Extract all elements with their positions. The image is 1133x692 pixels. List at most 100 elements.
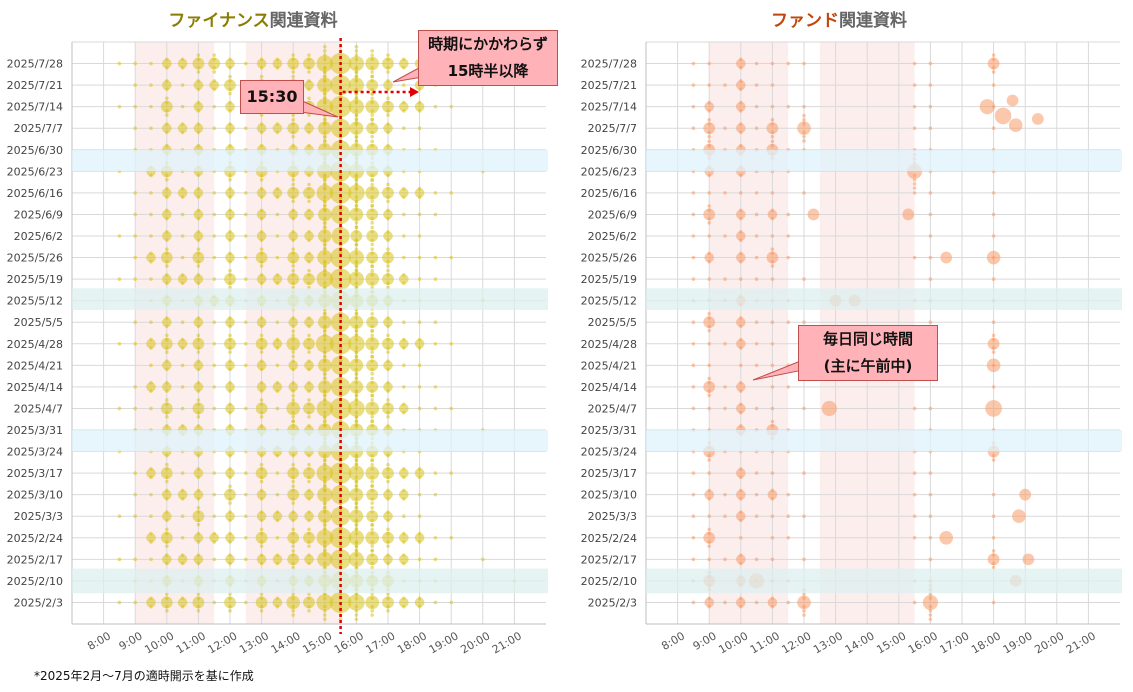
x-tick-label: 16:00 [906, 629, 940, 656]
bubble [707, 341, 711, 346]
bubble-minor [149, 531, 153, 536]
bubble [193, 101, 204, 112]
bubble-minor [354, 613, 359, 617]
bubble [770, 514, 775, 519]
bubble-minor [180, 346, 185, 350]
bubble-minor [323, 483, 327, 488]
bubble [349, 509, 364, 524]
bubble-minor [307, 462, 311, 467]
bubble [161, 80, 172, 90]
bubble [192, 57, 205, 70]
bubble-minor [707, 208, 711, 213]
bubble [304, 209, 314, 220]
bubble-minor [307, 410, 311, 415]
x-tick-label: 9:00 [691, 629, 719, 653]
bubble-minor [354, 423, 359, 428]
bubble [449, 406, 454, 411]
bubble-minor [291, 609, 296, 613]
bubble-minor [386, 238, 390, 242]
bubble-minor [228, 501, 232, 505]
bubble-minor [739, 259, 743, 264]
bubble-minor [228, 143, 232, 148]
bubble-minor [370, 49, 375, 53]
bubble [994, 107, 1012, 125]
bubble [902, 208, 915, 221]
bubble-minor [307, 479, 311, 484]
bubble-minor [739, 87, 743, 92]
bubble-minor [338, 328, 343, 333]
bubble [735, 317, 746, 328]
bubble [735, 101, 746, 112]
bubble [754, 557, 759, 562]
bubble [704, 101, 715, 112]
bubble-minor [417, 109, 422, 113]
bubble-minor [307, 467, 311, 471]
bubble-minor [370, 483, 375, 488]
bubble [928, 83, 933, 87]
bubble [256, 58, 267, 69]
bubble-minor [196, 596, 201, 601]
bubble [383, 511, 393, 522]
bubble [754, 406, 759, 411]
bubble [735, 231, 746, 241]
bubble-minor [323, 350, 327, 354]
x-tick-label: 19:00 [1001, 629, 1035, 656]
bubble [770, 406, 775, 411]
bubble [735, 382, 746, 392]
bubble-minor [354, 199, 359, 204]
bubble-minor [370, 609, 375, 613]
bubble [177, 489, 188, 500]
bubble-minor [259, 518, 264, 523]
bubble [180, 212, 185, 217]
y-tick-label: 2025/4/14 [7, 381, 63, 394]
bubble-minor [386, 544, 390, 548]
bubble-minor [165, 475, 169, 480]
bubble-minor [323, 462, 327, 466]
bubble [770, 191, 775, 195]
bubble-minor [259, 316, 264, 320]
bubble [275, 255, 280, 260]
bubble-minor [165, 350, 169, 354]
bubble-minor [338, 238, 343, 242]
bubble-minor [739, 100, 743, 105]
bubble-minor [354, 74, 359, 78]
bubble-minor [165, 324, 169, 329]
bubble-minor [196, 70, 201, 74]
bubble-minor [307, 561, 311, 566]
bubble-minor [323, 221, 327, 225]
y-tick-label: 2025/7/21 [581, 79, 637, 92]
bubble-minor [707, 259, 711, 264]
bubble-minor [417, 337, 422, 342]
bubble [417, 126, 422, 131]
bubble [225, 58, 235, 69]
bubble-minor [275, 273, 280, 277]
bubble [192, 510, 205, 523]
bubble-minor [323, 49, 327, 53]
bubble-minor [291, 182, 296, 187]
bubble [912, 471, 917, 475]
bubble-minor [707, 540, 711, 544]
x-tick-label: 20:00 [458, 629, 492, 656]
marker-label: 15:30 [246, 87, 298, 106]
bubble-minor [928, 596, 933, 601]
bubble [275, 535, 280, 540]
bubble [928, 61, 933, 66]
bubble [161, 188, 172, 198]
bubble-minor [417, 604, 422, 609]
x-tick-label: 14:00 [269, 629, 303, 656]
bubble-minor [291, 453, 296, 458]
bubble [928, 212, 933, 217]
bubble-minor [338, 376, 343, 380]
bubble [707, 406, 711, 411]
bubble [330, 549, 351, 570]
bubble-minor [275, 122, 280, 126]
bubble [348, 465, 365, 481]
bubble-minor [338, 358, 343, 363]
bubble-minor [402, 531, 406, 536]
bubble-minor [402, 540, 406, 544]
bubble-minor [259, 230, 264, 234]
bubble-minor [259, 113, 264, 117]
bubble-minor [165, 273, 169, 277]
bubble-minor [291, 134, 296, 139]
y-tick-label: 2025/2/10 [7, 575, 63, 588]
